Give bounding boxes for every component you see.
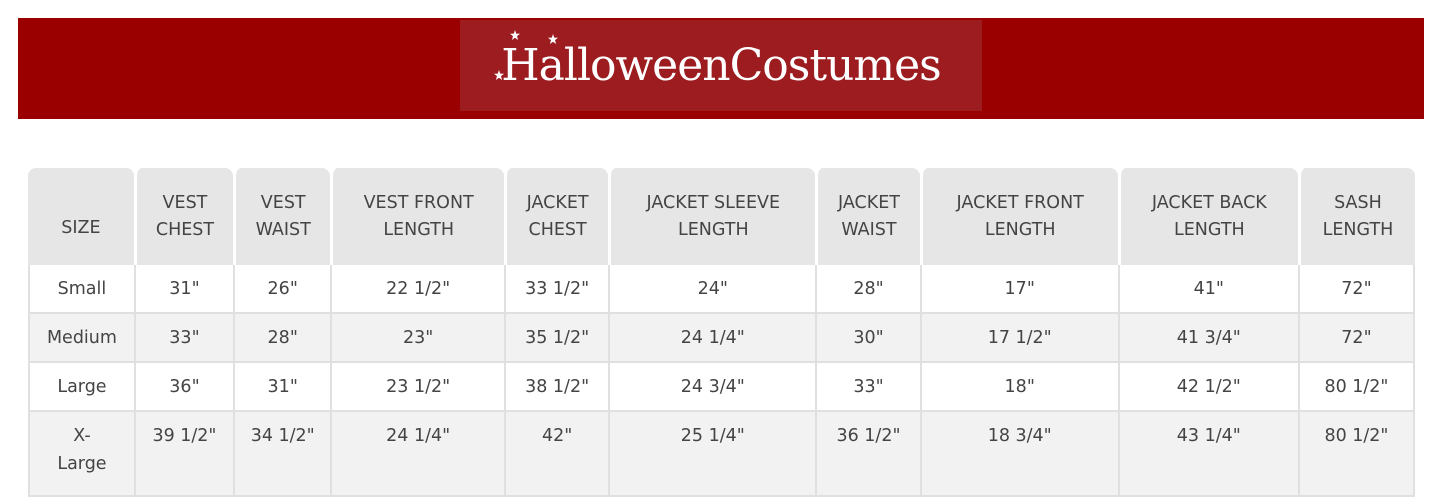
size-cell: Small: [28, 265, 134, 314]
measurement-cell: 24 1/4": [330, 412, 504, 497]
measurement-cell: 28": [815, 265, 920, 314]
column-header-line: JACKET: [526, 192, 589, 213]
measurement-cell: 30": [815, 314, 920, 363]
column-header: VEST CHEST: [133, 168, 234, 265]
measurement-cell: 18": [919, 363, 1118, 412]
measurement-cell: 42 1/2": [1117, 363, 1298, 412]
size-cell: X- Large: [28, 412, 134, 497]
table-row: Large 36" 31" 23 1/2" 38 1/2" 24 3/4" 33" 18" 42…: [28, 363, 1415, 412]
header-row: SIZE VEST CHEST VEST WAIST VEST FRONT LENGTH JA…: [28, 168, 1415, 265]
column-header-line: LENGTH: [1322, 219, 1394, 240]
logo-text: HalloweenCostumes: [501, 40, 941, 91]
column-header-line: LENGTH: [677, 219, 749, 240]
column-header: JACKET BACK LENGTH: [1117, 168, 1298, 265]
table-row: X- Large 39 1/2" 34 1/2" 24 1/4" 42" 25 1/4" 3…: [28, 412, 1415, 497]
measurement-cell: 41": [1117, 265, 1298, 314]
column-header-line: JACKET BACK: [1151, 192, 1267, 213]
column-header: JACKET CHEST: [503, 168, 609, 265]
measurement-cell: 36": [133, 363, 234, 412]
measurement-cell: 34 1/2": [233, 412, 331, 497]
column-header: JACKET WAIST: [815, 168, 920, 265]
star-icon: [548, 34, 558, 44]
measurement-cell: 28": [233, 314, 331, 363]
measurement-cell: 26": [233, 265, 331, 314]
size-cell: Medium: [28, 314, 134, 363]
column-header: SASH LENGTH: [1297, 168, 1415, 265]
measurement-cell: 42": [503, 412, 609, 497]
measurement-cell: 25 1/4": [608, 412, 816, 497]
measurement-cell: 23": [330, 314, 504, 363]
measurement-cell: 38 1/2": [503, 363, 609, 412]
column-header: SIZE: [28, 168, 134, 265]
column-header-line: LENGTH: [1173, 219, 1245, 240]
measurement-cell: 36 1/2": [815, 412, 920, 497]
size-cell: Large: [28, 363, 134, 412]
measurement-cell: 80 1/2": [1297, 412, 1415, 497]
column-header: JACKET SLEEVE LENGTH: [608, 168, 816, 265]
column-header: VEST FRONT LENGTH: [330, 168, 504, 265]
column-header-line: VEST: [260, 192, 306, 213]
column-header: VEST WAIST: [233, 168, 331, 265]
measurement-cell: 24": [608, 265, 816, 314]
measurement-cell: 33 1/2": [503, 265, 609, 314]
column-header-line: CHEST: [155, 219, 215, 240]
measurement-cell: 35 1/2": [503, 314, 609, 363]
star-icon: [510, 30, 520, 40]
column-header-line: JACKET: [837, 192, 900, 213]
measurement-cell: 17 1/2": [919, 314, 1118, 363]
column-header-line: SASH: [1334, 192, 1382, 213]
measurement-cell: 24 1/4": [608, 314, 816, 363]
measurement-cell: 72": [1297, 314, 1415, 363]
table-row: Medium 33" 28" 23" 35 1/2" 24 1/4" 30" 17 1/2" 4…: [28, 314, 1415, 363]
column-header-line: JACKET SLEEVE: [646, 192, 781, 213]
column-header-line: CHEST: [528, 219, 587, 240]
measurement-cell: 22 1/2": [330, 265, 504, 314]
measurement-cell: 43 1/4": [1117, 412, 1298, 497]
column-header: JACKET FRONT LENGTH: [919, 168, 1118, 265]
measurement-cell: 18 3/4": [919, 412, 1118, 497]
measurement-cell: 33": [815, 363, 920, 412]
header-banner: HalloweenCostumes: [18, 18, 1424, 119]
measurement-cell: 31": [233, 363, 331, 412]
column-header-line: LENGTH: [984, 219, 1056, 240]
logo[interactable]: HalloweenCostumes: [460, 20, 982, 111]
column-header-line: LENGTH: [383, 219, 454, 240]
measurement-cell: 23 1/2": [330, 363, 504, 412]
star-icon: [494, 70, 504, 80]
measurement-cell: 80 1/2": [1297, 363, 1415, 412]
column-header-line: VEST FRONT: [363, 192, 474, 213]
table-row: Small 31" 26" 22 1/2" 33 1/2" 24" 28" 17" 41" 72": [28, 265, 1415, 314]
column-header-line: SIZE: [61, 218, 101, 238]
measurement-cell: 39 1/2": [133, 412, 234, 497]
measurement-cell: 24 3/4": [608, 363, 816, 412]
measurement-cell: 17": [919, 265, 1118, 314]
measurement-cell: 41 3/4": [1117, 314, 1298, 363]
measurement-cell: 72": [1297, 265, 1415, 314]
column-header-line: VEST: [162, 192, 208, 213]
column-header-line: JACKET FRONT: [956, 192, 1084, 213]
size-chart-table: SIZE VEST CHEST VEST WAIST VEST FRONT LENGTH JA…: [28, 168, 1415, 497]
column-header-line: WAIST: [841, 219, 897, 240]
column-header-line: WAIST: [255, 219, 311, 240]
measurement-cell: 31": [133, 265, 234, 314]
measurement-cell: 33": [133, 314, 234, 363]
